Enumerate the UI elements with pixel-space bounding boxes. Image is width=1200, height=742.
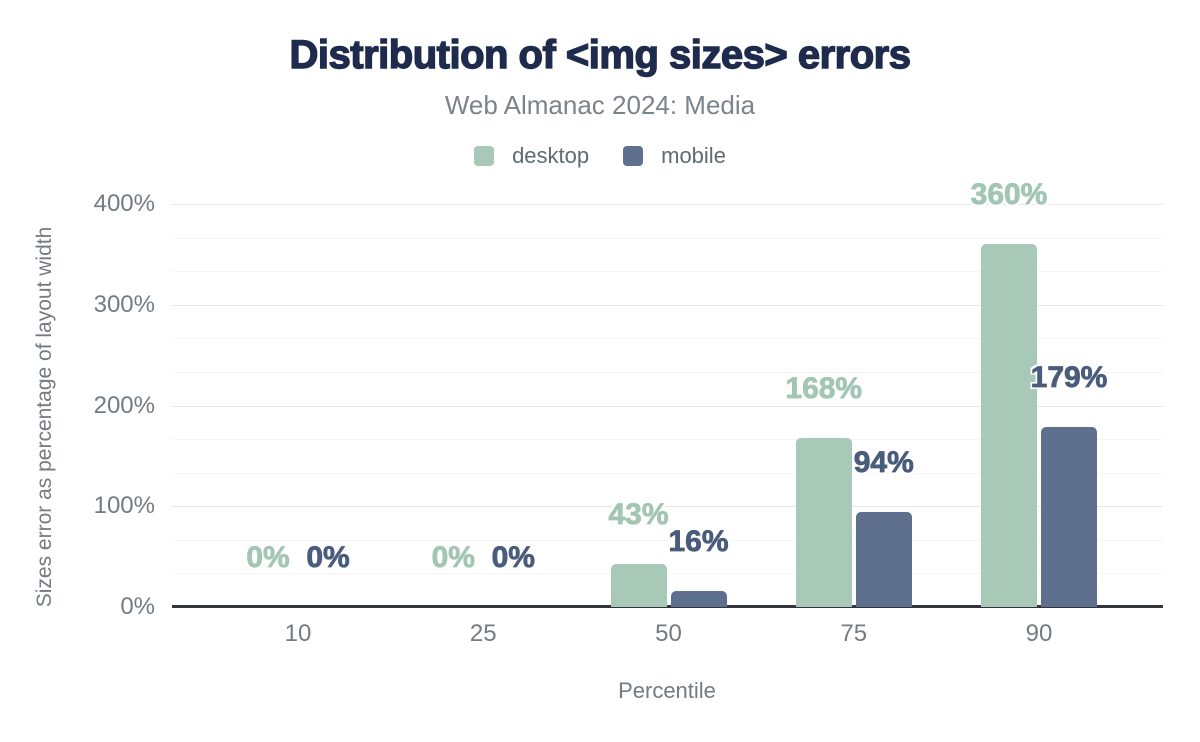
y-tick-label: 400% bbox=[93, 190, 155, 217]
x-axis-title: Percentile bbox=[618, 678, 716, 703]
gridline-minor bbox=[172, 271, 1163, 272]
x-axis-line bbox=[172, 605, 1163, 608]
mobile-bar bbox=[1041, 426, 1097, 607]
gridline-major bbox=[172, 406, 1163, 407]
desktop-value-label: 360% bbox=[970, 178, 1048, 212]
y-tick-label: 100% bbox=[93, 492, 155, 520]
gridline-minor bbox=[172, 540, 1163, 541]
desktop-bar bbox=[981, 244, 1037, 607]
legend-item-mobile: mobile bbox=[623, 143, 726, 169]
desktop-bar bbox=[610, 563, 667, 607]
y-tick-label: 300% bbox=[93, 290, 155, 318]
mobile-bar bbox=[670, 590, 727, 607]
gridline-major bbox=[172, 506, 1163, 507]
x-tick-label: 75 bbox=[840, 620, 868, 647]
desktop-swatch-icon bbox=[474, 146, 495, 166]
gridline-minor bbox=[172, 473, 1163, 474]
x-tick-label: 50 bbox=[655, 620, 682, 647]
gridline-major bbox=[172, 305, 1163, 306]
legend: desktop mobile bbox=[0, 143, 1200, 169]
mobile-bar bbox=[855, 512, 912, 607]
gridline-minor bbox=[172, 439, 1163, 440]
desktop-bar bbox=[795, 437, 852, 607]
gridline-minor bbox=[172, 573, 1163, 574]
x-tick-label: 90 bbox=[1025, 620, 1053, 647]
gridline-minor bbox=[172, 238, 1163, 239]
mobile-value-label: 16% bbox=[668, 524, 729, 558]
gridline-minor bbox=[172, 338, 1163, 339]
desktop-value-label: 0% bbox=[246, 541, 290, 574]
mobile-value-label: 94% bbox=[853, 446, 914, 480]
desktop-value-label: 43% bbox=[608, 497, 669, 531]
x-tick-label: 25 bbox=[469, 620, 497, 647]
chart-subtitle: Web Almanac 2024: Media bbox=[444, 90, 756, 120]
chart-title: Distribution of <img sizes> errors bbox=[289, 32, 912, 77]
y-tick-label: 0% bbox=[120, 593, 155, 620]
y-axis-title: Sizes error as percentage of layout widt… bbox=[33, 226, 56, 608]
mobile-swatch-icon bbox=[623, 146, 644, 166]
mobile-value-label: 0% bbox=[306, 541, 350, 574]
mobile-value-label: 0% bbox=[491, 541, 535, 574]
gridline-minor bbox=[172, 372, 1163, 373]
y-tick-label: 200% bbox=[93, 391, 155, 419]
legend-label: desktop bbox=[512, 143, 590, 168]
mobile-value-label: 179% bbox=[1030, 360, 1108, 394]
gridline-major bbox=[172, 204, 1163, 205]
legend-label: mobile bbox=[661, 143, 726, 168]
desktop-value-label: 0% bbox=[431, 541, 475, 574]
desktop-value-label: 168% bbox=[785, 371, 863, 405]
legend-item-desktop: desktop bbox=[474, 143, 589, 169]
x-tick-label: 10 bbox=[284, 620, 312, 647]
